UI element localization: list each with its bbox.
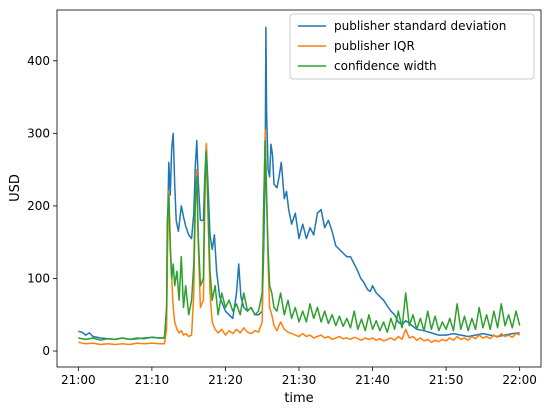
x-tick-label: 21:50 bbox=[429, 373, 464, 387]
legend-label-0: publisher standard deviation bbox=[334, 19, 506, 33]
y-tick-label: 100 bbox=[27, 271, 50, 285]
y-tick-label: 400 bbox=[27, 54, 50, 68]
y-axis: 0 100 200 300 400 bbox=[27, 54, 57, 358]
y-tick-label: 0 bbox=[42, 344, 50, 358]
legend: publisher standard deviation publisher IQ… bbox=[289, 13, 535, 80]
x-tick-label: 22:00 bbox=[502, 373, 537, 387]
series-line-0 bbox=[78, 26, 520, 341]
series-line-1 bbox=[78, 128, 520, 346]
series-line-2 bbox=[78, 139, 521, 341]
y-axis-label: USD bbox=[8, 174, 23, 202]
x-axis: 21:00 21:10 21:20 21:30 21:40 21:50 22:00 bbox=[61, 367, 537, 387]
x-axis-label: time bbox=[284, 391, 313, 406]
x-tick-label: 21:30 bbox=[282, 373, 317, 387]
legend-label-2: confidence width bbox=[334, 59, 437, 73]
x-tick-label: 21:40 bbox=[355, 373, 390, 387]
y-tick-label: 300 bbox=[27, 126, 50, 140]
x-tick-label: 21:00 bbox=[61, 373, 96, 387]
x-tick-label: 21:20 bbox=[208, 373, 243, 387]
y-tick-label: 200 bbox=[27, 199, 50, 213]
series-layer bbox=[78, 26, 521, 346]
x-tick-label: 21:10 bbox=[135, 373, 170, 387]
legend-label-1: publisher IQR bbox=[334, 39, 415, 53]
legend-box bbox=[289, 13, 535, 80]
